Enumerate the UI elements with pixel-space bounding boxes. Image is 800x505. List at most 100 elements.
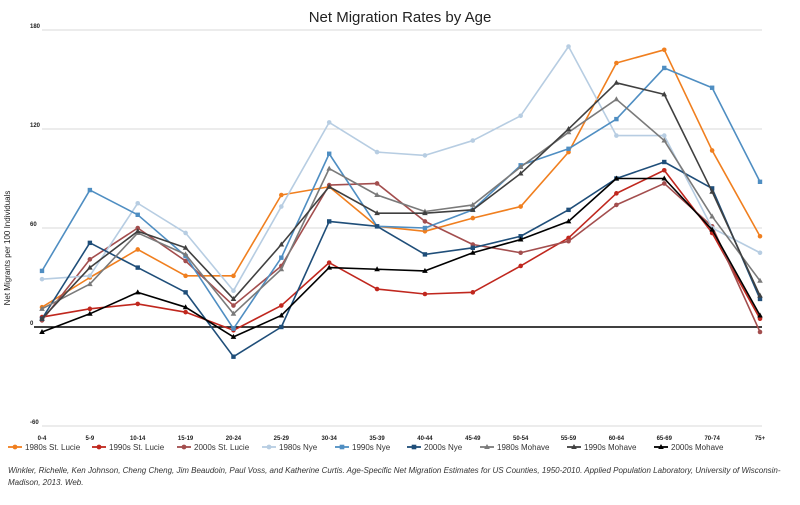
data-point [39, 268, 45, 274]
data-point [614, 202, 619, 208]
x-tick-label: 40-44 [417, 436, 433, 442]
data-point [709, 226, 715, 232]
data-point [87, 240, 93, 246]
data-point [518, 263, 523, 269]
series-1990s-mohave [39, 79, 763, 321]
series-line [41, 67, 761, 330]
data-point [662, 159, 667, 165]
legend-label: 2000s St. Lucie [194, 443, 250, 452]
y-axis-label: Net Migrants per 100 Individuals [3, 191, 12, 306]
series-1980s-mohave [39, 96, 763, 316]
legend-item: 2000s Nye [407, 443, 463, 452]
data-point [518, 234, 523, 239]
data-point [613, 96, 620, 102]
data-point [422, 291, 428, 297]
data-point [135, 247, 141, 252]
data-point [517, 170, 524, 176]
data-point [135, 200, 141, 206]
data-point [374, 192, 380, 197]
legend-marker [12, 444, 18, 450]
data-point [326, 183, 332, 189]
x-tick-label: 10-14 [130, 436, 146, 442]
series-line [41, 169, 761, 332]
series-2000s-nye [39, 159, 763, 359]
data-point [278, 312, 285, 318]
data-point [614, 60, 619, 66]
series-2000s-st-lucie [39, 181, 763, 335]
data-point [231, 273, 236, 279]
x-tick-label: 50-54 [513, 436, 529, 442]
x-tick-label: 75+ [755, 436, 766, 442]
data-point [709, 148, 715, 153]
data-point [757, 316, 763, 322]
series-line [41, 182, 761, 333]
legend: 1980s St. Lucie 1990s St. Lucie 2000s St. … [8, 443, 724, 452]
data-point [566, 146, 571, 151]
data-point [134, 289, 141, 295]
data-point [757, 312, 763, 318]
y-tick-label: 180 [30, 24, 41, 30]
data-point [374, 266, 380, 272]
legend-item: 1990s Mohave [567, 443, 637, 452]
data-point [183, 258, 188, 264]
x-tick-label: 45-49 [465, 436, 481, 442]
data-point [182, 251, 189, 257]
data-point [422, 267, 428, 273]
legend-marker [571, 444, 577, 449]
data-point [87, 257, 93, 262]
data-point [518, 113, 523, 119]
data-point [134, 228, 141, 234]
data-point [231, 288, 236, 294]
data-point [278, 241, 285, 247]
data-point [87, 306, 93, 312]
data-point [279, 255, 284, 260]
data-point [662, 65, 667, 71]
legend-marker [181, 444, 187, 450]
data-point [565, 126, 572, 131]
data-point [422, 210, 428, 216]
data-point [183, 230, 188, 236]
data-point [135, 212, 140, 217]
x-tick-label: 20-24 [226, 436, 242, 442]
data-point [661, 175, 668, 181]
x-tick-label: 55-59 [561, 436, 577, 442]
data-point [517, 236, 524, 242]
legend-label: 2000s Nye [424, 443, 463, 452]
legend-label: 1980s Mohave [497, 443, 550, 452]
data-point [183, 273, 188, 279]
data-point [230, 310, 237, 316]
legend-item: 1990s Nye [335, 443, 391, 452]
data-point [231, 354, 236, 359]
series-line [41, 45, 761, 292]
series-line [41, 82, 761, 320]
legend-label: 1990s Nye [352, 443, 391, 452]
data-point [757, 179, 763, 184]
series-2000s-mohave [39, 175, 763, 339]
data-point [470, 201, 476, 207]
x-tick-label: 0-4 [38, 436, 47, 442]
x-tick-label: 5-9 [86, 436, 95, 442]
x-tick-label: 30-34 [322, 436, 338, 442]
legend-label: 1990s Mohave [584, 443, 637, 452]
x-tick-label: 25-29 [274, 436, 290, 442]
legend-marker [658, 444, 664, 449]
data-point [614, 191, 619, 196]
data-point [87, 273, 93, 279]
legend-item: 1980s Mohave [480, 443, 550, 452]
legend-marker [339, 444, 345, 450]
data-point [422, 225, 428, 231]
data-point [709, 213, 715, 219]
data-point [279, 204, 284, 209]
data-point [182, 244, 189, 250]
legend-marker [411, 444, 417, 450]
data-point [326, 120, 332, 125]
data-point [183, 309, 188, 315]
data-point [374, 224, 380, 229]
data-point [470, 290, 476, 295]
data-point [614, 133, 619, 138]
data-point [422, 252, 428, 257]
data-point [374, 181, 380, 186]
legend-marker [266, 444, 272, 450]
data-point [709, 186, 715, 191]
data-point [422, 153, 428, 158]
